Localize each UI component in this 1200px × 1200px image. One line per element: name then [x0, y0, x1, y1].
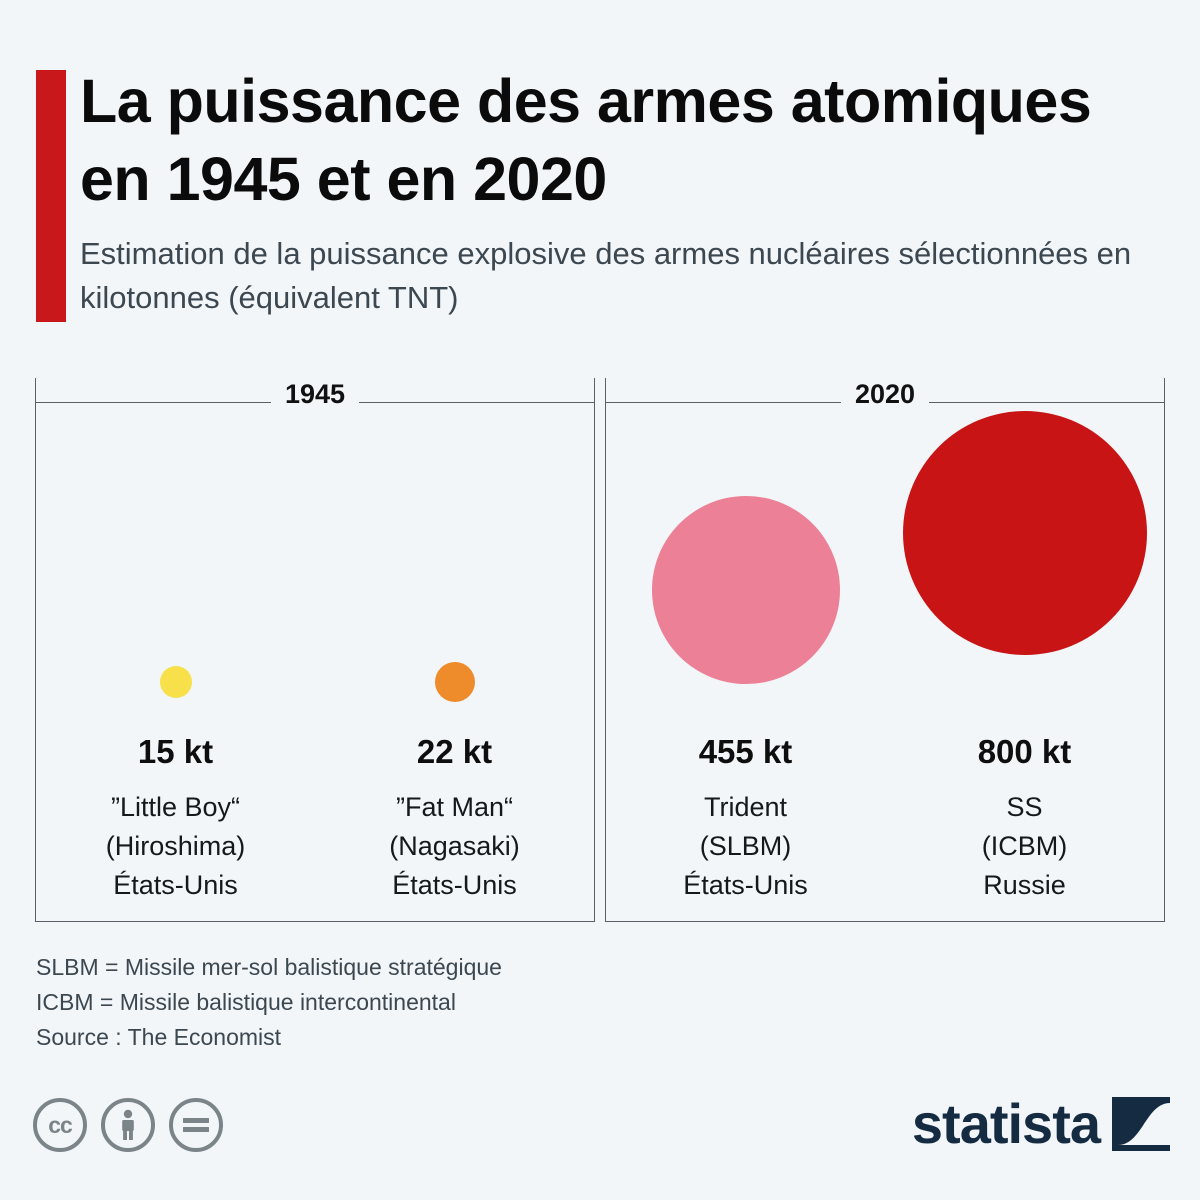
weapon-platform: (SLBM)	[699, 831, 792, 861]
bubble-value-fat-man: 22 kt	[416, 733, 493, 770]
bubble-item-trident: 455 kt Trident (SLBM) États-Unis	[606, 411, 885, 921]
bubble-item-ss: 800 kt SS (ICBM) Russie	[885, 411, 1164, 921]
weapon-name: Trident	[703, 792, 787, 822]
legend-rule-left	[606, 402, 841, 403]
weapon-name: SS	[1006, 792, 1043, 822]
bubble-zone	[36, 411, 315, 706]
bubble-zone	[606, 411, 885, 706]
bubble-item-fat-man: 22 kt ”Fat Man“ (Nagasaki) États-Unis	[315, 411, 594, 921]
panel-2020-label: 2020	[854, 379, 916, 409]
page-title: La puissance des armes atomiques en 1945…	[80, 67, 1092, 213]
panel-2020-legend: 2020	[606, 378, 1165, 411]
bubble-item-little-boy: 15 kt ”Little Boy“ (Hiroshima) États-Uni…	[36, 411, 315, 921]
bubble-desc-trident: Trident (SLBM) États-Unis	[683, 788, 808, 905]
panel-2020-body: 455 kt Trident (SLBM) États-Unis 800 kt …	[606, 411, 1164, 921]
bubble-fat-man	[434, 662, 475, 702]
legend-rule-right	[929, 402, 1165, 403]
bubble-desc-fat-man: ”Fat Man“ (Nagasaki) États-Unis	[389, 788, 520, 905]
cc-icon[interactable]: cc	[33, 1098, 87, 1152]
bubble-value-ss: 800 kt	[977, 733, 1072, 770]
panel-2020: 2020 455 kt Trident (SLBM) États-Unis	[605, 378, 1165, 922]
cc-icon-label: cc	[48, 1111, 73, 1138]
weapon-country: Russie	[983, 870, 1066, 900]
no-derivatives-equals-icon[interactable]	[169, 1098, 223, 1152]
footnotes: SLBM = Missile mer-sol balistique straté…	[36, 950, 936, 1055]
weapon-platform: (Nagasaki)	[389, 831, 520, 861]
weapon-platform: (Hiroshima)	[105, 831, 246, 861]
bubble-trident	[651, 496, 840, 684]
bubble-ss	[902, 411, 1147, 655]
weapon-name: ”Little Boy“	[110, 792, 241, 822]
weapon-country: États-Unis	[683, 870, 808, 900]
weapon-platform: (ICBM)	[981, 831, 1068, 861]
bubble-desc-ss: SS (ICBM) Russie	[982, 788, 1067, 905]
source-note: Source : The Economist	[36, 1024, 282, 1050]
weapon-country: États-Unis	[392, 870, 517, 900]
legend-rule-right	[359, 402, 595, 403]
header: La puissance des armes atomiques en 1945…	[0, 0, 1200, 340]
footnote-icbm: ICBM = Missile balistique intercontinent…	[36, 989, 456, 1015]
attribution-person-icon[interactable]	[101, 1098, 155, 1152]
bubble-zone	[315, 411, 594, 706]
panel-1945-body: 15 kt ”Little Boy“ (Hiroshima) États-Uni…	[36, 411, 594, 921]
weapon-name: ”Fat Man“	[395, 792, 513, 822]
weapon-country: États-Unis	[113, 870, 238, 900]
chart-panels: 1945 15 kt ”Little Boy“ (Hiroshima) État…	[35, 362, 1165, 922]
panel-1945-label: 1945	[284, 379, 346, 409]
footnote-slbm: SLBM = Missile mer-sol balistique straté…	[36, 954, 502, 980]
bubble-value-trident: 455 kt	[698, 733, 793, 770]
statista-wordmark: statista	[911, 1092, 1101, 1155]
bubble-little-boy	[159, 666, 192, 698]
bubble-desc-little-boy: ”Little Boy“ (Hiroshima) États-Unis	[106, 788, 246, 905]
creative-commons-badges: cc	[33, 1098, 223, 1152]
page-subtitle: Estimation de la puissance explosive des…	[80, 236, 1132, 315]
bubble-value-little-boy: 15 kt	[137, 733, 214, 770]
panel-1945-legend: 1945	[36, 378, 595, 411]
legend-rule-left	[36, 402, 271, 403]
statista-logo[interactable]: statista	[912, 1096, 1170, 1152]
statista-mark-icon	[1112, 1097, 1170, 1151]
footer: cc statista	[0, 1090, 1200, 1190]
title-accent-bar	[36, 70, 66, 322]
bubble-zone	[885, 411, 1164, 706]
panel-1945: 1945 15 kt ”Little Boy“ (Hiroshima) État…	[35, 378, 595, 922]
